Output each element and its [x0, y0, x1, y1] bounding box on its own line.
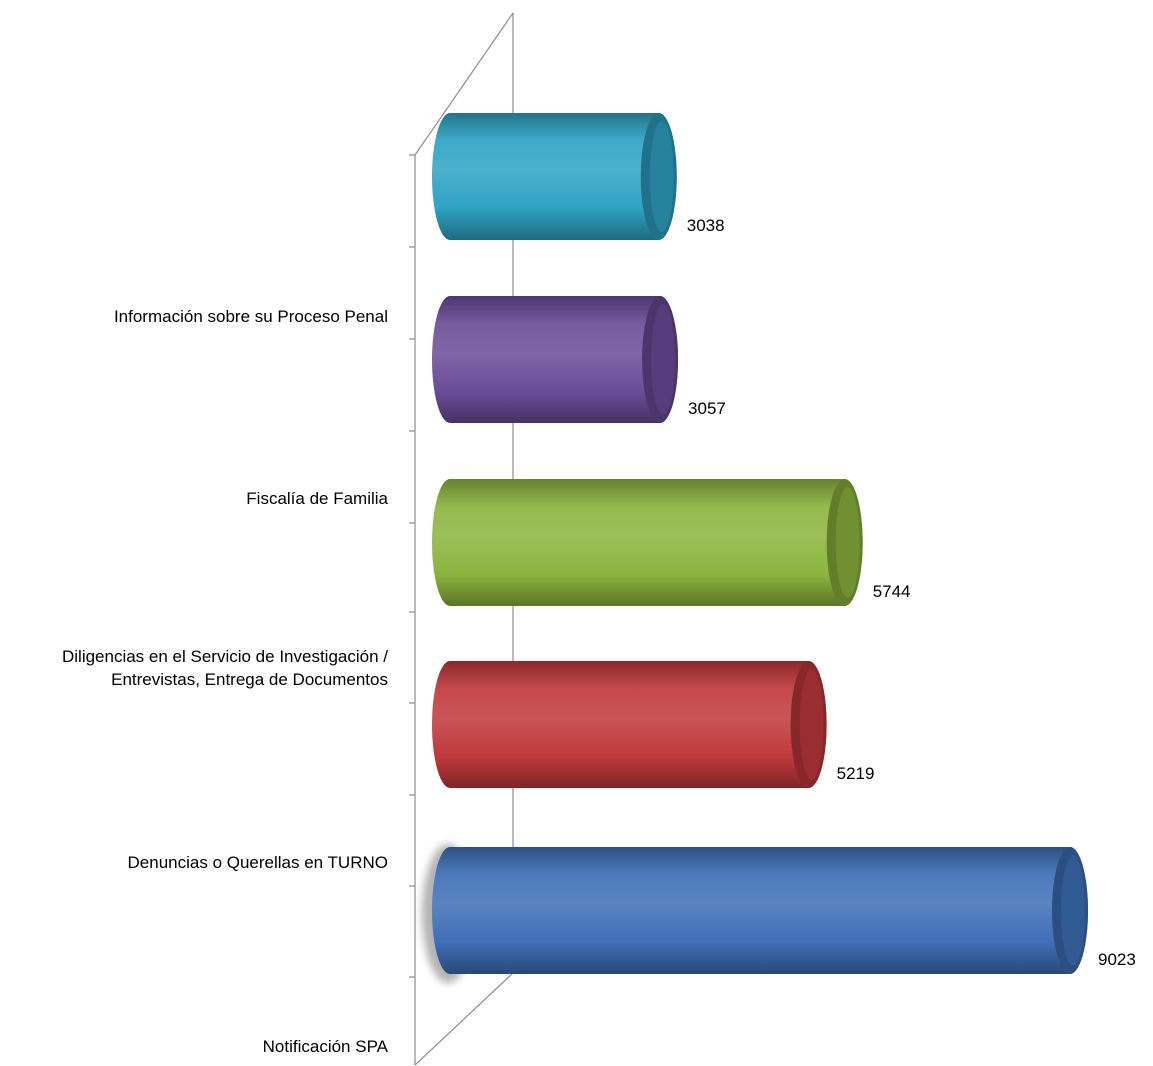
- bar-end-cap-highlight: [799, 669, 824, 780]
- category-label: Notificación SPA: [262, 1036, 388, 1056]
- frame-bottom-edge: [414, 972, 514, 1066]
- bar-end-cap-highlight: [835, 487, 860, 598]
- bar-body: [432, 847, 1088, 974]
- bar-2: [432, 661, 827, 788]
- category-label: Fiscalía de Familia: [246, 488, 388, 508]
- bar-end-cap-highlight: [649, 121, 674, 232]
- bar-body: [432, 661, 827, 788]
- bar-body: [432, 113, 677, 240]
- bar-1: [422, 844, 1088, 983]
- value-label: 9023: [1098, 950, 1136, 969]
- category-label: Información sobre su Proceso Penal: [113, 306, 388, 326]
- bar-end-cap-highlight: [651, 304, 676, 415]
- value-label: 3057: [688, 399, 726, 418]
- bar-end-cap-highlight: [1061, 855, 1085, 966]
- category-label: Diligencias en el Servicio de Investigac…: [61, 647, 388, 689]
- bar-body: [432, 479, 863, 606]
- frame-top-edge: [414, 12, 514, 156]
- bar-5: [432, 113, 677, 240]
- value-label: 5219: [836, 764, 875, 783]
- category-label: Denuncias o Querellas en TURNO: [127, 852, 388, 872]
- bar-3: [432, 479, 863, 606]
- bar-body: [432, 296, 679, 423]
- value-label: 3038: [686, 216, 725, 235]
- bar-4: [432, 296, 679, 423]
- value-label: 5744: [872, 582, 911, 601]
